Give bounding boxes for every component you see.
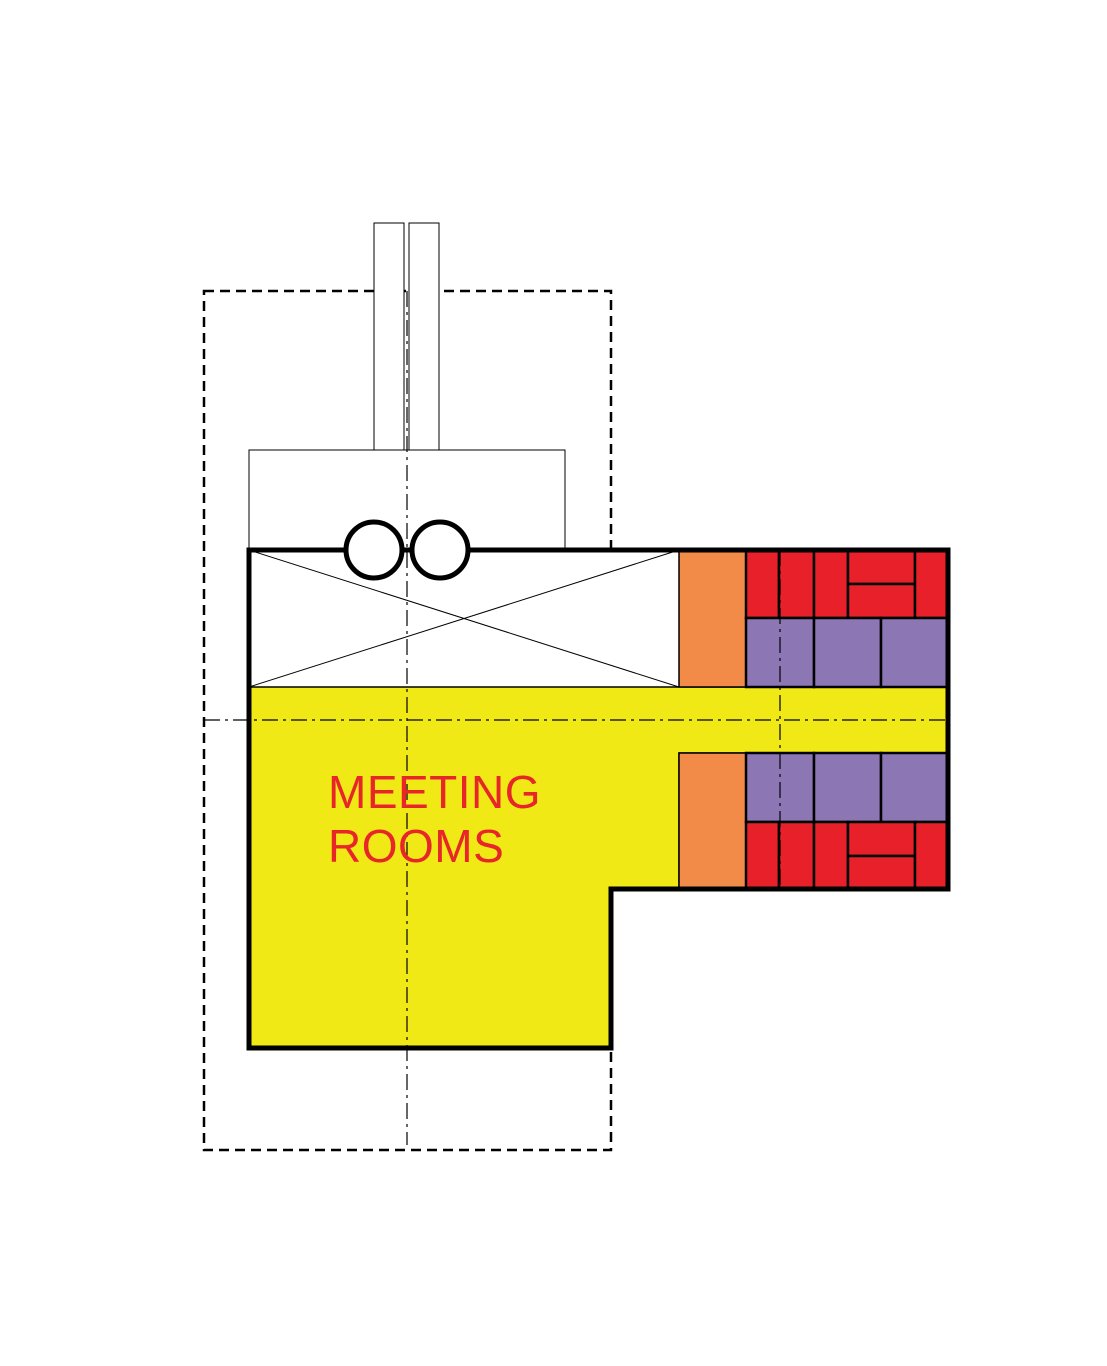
red-room: [777, 548, 816, 620]
core-lower: [678, 752, 747, 890]
void-cross-line-2: [248, 549, 680, 688]
red-room: [846, 548, 917, 586]
circle-icon: [343, 519, 405, 581]
core-upper: [678, 549, 747, 688]
lower-purple-rooms: [744, 751, 950, 824]
red-room: [744, 548, 781, 620]
red-room: [913, 820, 950, 891]
red-room: [744, 820, 781, 891]
purple-room: [812, 751, 883, 824]
purple-room: [879, 616, 950, 689]
red-room: [913, 548, 950, 620]
lower-red-rooms: [744, 820, 950, 891]
shaft-left: [373, 222, 405, 452]
red-room: [812, 548, 850, 620]
red-room: [846, 582, 917, 620]
red-room: [846, 854, 917, 891]
upper-red-rooms: [744, 548, 950, 620]
upper-purple-rooms: [744, 616, 950, 689]
red-room: [777, 820, 816, 891]
purple-room: [812, 616, 883, 689]
shaft-right: [408, 222, 440, 452]
red-room: [812, 820, 850, 891]
meeting-rooms-label-line1: MEETING: [328, 766, 541, 818]
building-outline: [246, 547, 951, 1051]
red-room: [846, 820, 917, 858]
purple-room: [879, 751, 950, 824]
circle-icon: [409, 519, 471, 581]
meeting-rooms-label-line2: ROOMS: [328, 820, 504, 872]
